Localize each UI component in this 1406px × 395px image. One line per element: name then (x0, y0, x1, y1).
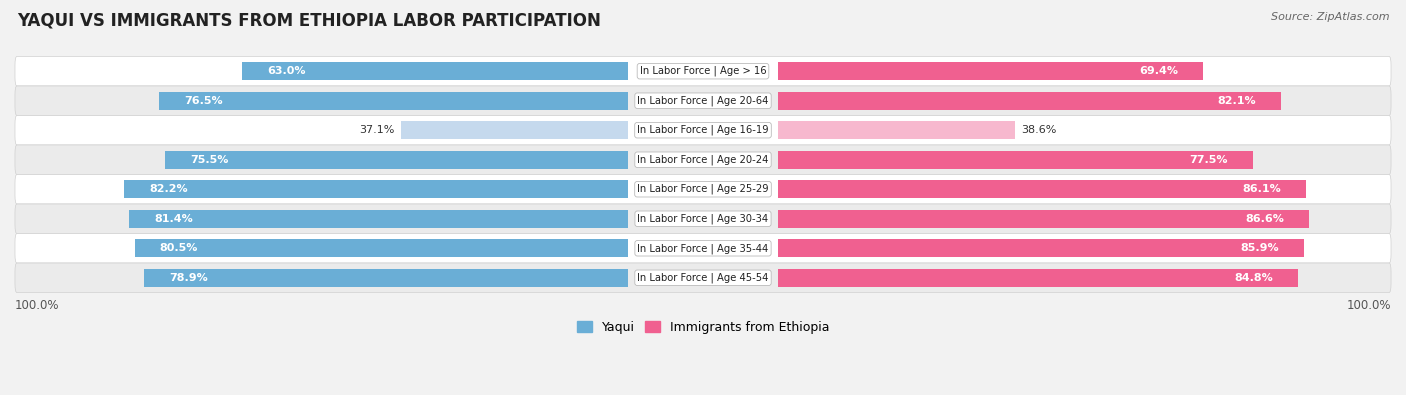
Text: In Labor Force | Age 20-24: In Labor Force | Age 20-24 (637, 154, 769, 165)
Bar (401, 121, 628, 139)
Bar (778, 92, 1281, 110)
Text: In Labor Force | Age 35-44: In Labor Force | Age 35-44 (637, 243, 769, 254)
Text: 80.5%: 80.5% (160, 243, 198, 253)
Text: 82.2%: 82.2% (149, 184, 188, 194)
Legend: Yaqui, Immigrants from Ethiopia: Yaqui, Immigrants from Ethiopia (572, 316, 834, 339)
Text: 86.6%: 86.6% (1244, 214, 1284, 224)
Text: In Labor Force | Age 30-34: In Labor Force | Age 30-34 (637, 214, 769, 224)
Bar (778, 180, 1306, 198)
FancyBboxPatch shape (15, 145, 1391, 175)
Text: Source: ZipAtlas.com: Source: ZipAtlas.com (1271, 12, 1389, 22)
Bar (145, 269, 628, 287)
Text: In Labor Force | Age 45-54: In Labor Force | Age 45-54 (637, 273, 769, 283)
FancyBboxPatch shape (15, 86, 1391, 115)
Text: YAQUI VS IMMIGRANTS FROM ETHIOPIA LABOR PARTICIPATION: YAQUI VS IMMIGRANTS FROM ETHIOPIA LABOR … (17, 12, 600, 30)
Text: 85.9%: 85.9% (1241, 243, 1279, 253)
Bar (778, 150, 1253, 169)
FancyBboxPatch shape (15, 263, 1391, 293)
Bar (778, 121, 1015, 139)
Bar (129, 210, 628, 228)
Text: In Labor Force | Age 16-19: In Labor Force | Age 16-19 (637, 125, 769, 135)
Text: 81.4%: 81.4% (155, 214, 193, 224)
Text: 63.0%: 63.0% (267, 66, 305, 76)
Text: 100.0%: 100.0% (1347, 299, 1391, 312)
Text: 69.4%: 69.4% (1139, 66, 1178, 76)
Text: 38.6%: 38.6% (1021, 125, 1056, 135)
FancyBboxPatch shape (15, 175, 1391, 204)
Text: In Labor Force | Age 25-29: In Labor Force | Age 25-29 (637, 184, 769, 194)
FancyBboxPatch shape (15, 233, 1391, 263)
Text: In Labor Force | Age > 16: In Labor Force | Age > 16 (640, 66, 766, 77)
FancyBboxPatch shape (15, 115, 1391, 145)
Text: 37.1%: 37.1% (359, 125, 394, 135)
Text: 77.5%: 77.5% (1189, 155, 1227, 165)
Text: 78.9%: 78.9% (170, 273, 208, 283)
Text: 75.5%: 75.5% (190, 155, 229, 165)
Bar (159, 92, 628, 110)
Bar (778, 269, 1298, 287)
Bar (778, 62, 1204, 80)
Text: 82.1%: 82.1% (1218, 96, 1256, 106)
Bar (124, 180, 628, 198)
Bar (242, 62, 628, 80)
FancyBboxPatch shape (15, 204, 1391, 233)
Text: 84.8%: 84.8% (1234, 273, 1272, 283)
Bar (778, 210, 1309, 228)
Text: 76.5%: 76.5% (184, 96, 222, 106)
Bar (778, 239, 1305, 258)
Bar (166, 150, 628, 169)
Text: In Labor Force | Age 20-64: In Labor Force | Age 20-64 (637, 96, 769, 106)
FancyBboxPatch shape (15, 56, 1391, 86)
Bar (135, 239, 628, 258)
Text: 86.1%: 86.1% (1241, 184, 1281, 194)
Text: 100.0%: 100.0% (15, 299, 59, 312)
